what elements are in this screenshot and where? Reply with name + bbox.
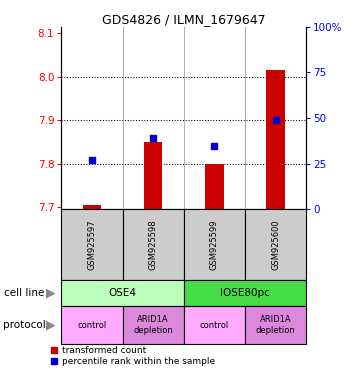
- Bar: [144, 142, 162, 209]
- Bar: [266, 70, 285, 209]
- Text: IOSE80pc: IOSE80pc: [220, 288, 270, 298]
- Bar: [83, 205, 101, 209]
- Title: GDS4826 / ILMN_1679647: GDS4826 / ILMN_1679647: [102, 13, 266, 26]
- Point: [273, 117, 279, 123]
- Point: [150, 136, 156, 142]
- Text: OSE4: OSE4: [108, 288, 136, 298]
- Bar: [245, 306, 306, 344]
- Text: GSM925599: GSM925599: [210, 220, 219, 270]
- Bar: [61, 209, 122, 280]
- Bar: [122, 209, 184, 280]
- Bar: [184, 209, 245, 280]
- Text: ARID1A
depletion: ARID1A depletion: [256, 315, 295, 335]
- Text: protocol: protocol: [4, 320, 46, 330]
- Bar: [184, 306, 245, 344]
- Bar: [245, 209, 306, 280]
- Text: GSM925598: GSM925598: [149, 220, 158, 270]
- Text: ▶: ▶: [46, 287, 56, 300]
- Text: control: control: [77, 321, 106, 329]
- Point: [211, 143, 217, 149]
- Bar: [61, 306, 122, 344]
- Bar: [184, 280, 306, 306]
- Text: cell line: cell line: [4, 288, 44, 298]
- Text: ARID1A
depletion: ARID1A depletion: [133, 315, 173, 335]
- Text: ▶: ▶: [46, 319, 56, 331]
- Bar: [122, 306, 184, 344]
- Bar: [205, 164, 224, 209]
- Text: control: control: [200, 321, 229, 329]
- Bar: [61, 280, 184, 306]
- Legend: transformed count, percentile rank within the sample: transformed count, percentile rank withi…: [50, 346, 215, 366]
- Text: GSM925597: GSM925597: [88, 220, 96, 270]
- Text: GSM925600: GSM925600: [271, 220, 280, 270]
- Point: [89, 157, 95, 163]
